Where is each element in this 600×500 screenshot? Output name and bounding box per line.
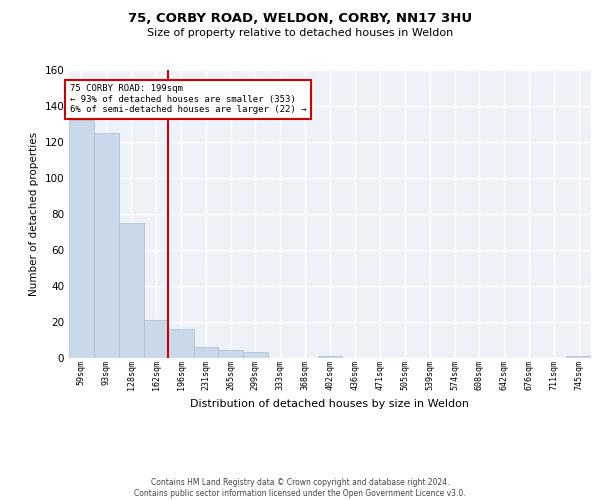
Bar (143, 320, 169, 358)
Bar (69, 120, 94, 358)
Bar (169, 329, 194, 358)
Bar (194, 346, 218, 358)
Text: Contains HM Land Registry data © Crown copyright and database right 2024.
Contai: Contains HM Land Registry data © Crown c… (134, 478, 466, 498)
Bar (317, 356, 343, 358)
Bar (218, 350, 243, 358)
Bar (566, 356, 591, 358)
Bar (243, 352, 268, 358)
Text: 75, CORBY ROAD, WELDON, CORBY, NN17 3HU: 75, CORBY ROAD, WELDON, CORBY, NN17 3HU (128, 12, 472, 26)
X-axis label: Distribution of detached houses by size in Weldon: Distribution of detached houses by size … (191, 398, 470, 408)
Bar (119, 222, 143, 358)
Y-axis label: Number of detached properties: Number of detached properties (29, 132, 39, 296)
Text: 75 CORBY ROAD: 199sqm
← 93% of detached houses are smaller (353)
6% of semi-deta: 75 CORBY ROAD: 199sqm ← 93% of detached … (70, 84, 306, 114)
Bar (94, 133, 119, 358)
Text: Size of property relative to detached houses in Weldon: Size of property relative to detached ho… (147, 28, 453, 38)
